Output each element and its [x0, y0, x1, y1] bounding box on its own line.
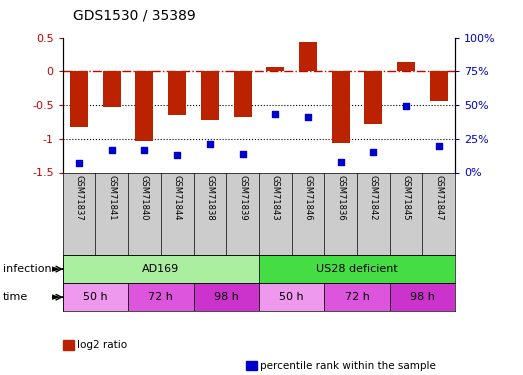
Text: GSM71838: GSM71838 — [206, 175, 214, 221]
Bar — [397, 63, 415, 71]
Point — [435, 142, 443, 148]
Text: GSM71840: GSM71840 — [140, 175, 149, 220]
Bar — [266, 67, 284, 71]
Point — [140, 147, 149, 153]
Text: GSM71839: GSM71839 — [238, 175, 247, 220]
Bar — [194, 283, 259, 311]
Bar — [135, 71, 153, 141]
Bar — [430, 71, 448, 101]
Bar — [70, 71, 88, 127]
Point — [206, 141, 214, 147]
Point — [336, 159, 345, 165]
Bar — [234, 71, 252, 117]
Text: 72 h: 72 h — [149, 292, 173, 302]
Bar — [259, 255, 455, 283]
Point — [238, 151, 247, 157]
Point — [369, 149, 378, 155]
Bar — [128, 283, 194, 311]
Text: GSM71844: GSM71844 — [173, 175, 181, 220]
Text: US28 deficient: US28 deficient — [316, 264, 398, 274]
Text: ►: ► — [52, 292, 60, 302]
Bar — [299, 42, 317, 71]
Bar — [201, 71, 219, 120]
Text: percentile rank within the sample: percentile rank within the sample — [260, 361, 436, 370]
Text: time: time — [3, 292, 28, 302]
Text: 50 h: 50 h — [83, 292, 108, 302]
Bar — [365, 71, 382, 124]
Point — [271, 111, 279, 117]
Text: GDS1530 / 35389: GDS1530 / 35389 — [73, 9, 196, 22]
Text: GSM71845: GSM71845 — [402, 175, 411, 220]
Text: 98 h: 98 h — [214, 292, 238, 302]
Bar — [168, 71, 186, 115]
Text: GSM71847: GSM71847 — [434, 175, 443, 220]
Bar — [324, 283, 390, 311]
Bar — [332, 71, 349, 144]
Bar — [259, 283, 324, 311]
Bar — [103, 71, 121, 107]
Point — [304, 114, 312, 120]
Text: ►: ► — [52, 264, 60, 274]
Bar — [63, 255, 259, 283]
Text: GSM71836: GSM71836 — [336, 175, 345, 221]
Point — [108, 147, 116, 153]
Point — [75, 160, 83, 166]
Text: GSM71843: GSM71843 — [271, 175, 280, 220]
Point — [402, 104, 410, 110]
Text: GSM71837: GSM71837 — [75, 175, 84, 221]
Text: GSM71846: GSM71846 — [303, 175, 312, 220]
Text: GSM71842: GSM71842 — [369, 175, 378, 220]
Text: AD169: AD169 — [142, 264, 179, 274]
Text: 50 h: 50 h — [279, 292, 304, 302]
Text: log2 ratio: log2 ratio — [77, 340, 128, 350]
Bar — [390, 283, 455, 311]
Text: GSM71841: GSM71841 — [107, 175, 116, 220]
Text: 72 h: 72 h — [345, 292, 369, 302]
Bar — [63, 283, 128, 311]
Text: 98 h: 98 h — [410, 292, 435, 302]
Point — [173, 152, 181, 158]
Text: infection: infection — [3, 264, 51, 274]
